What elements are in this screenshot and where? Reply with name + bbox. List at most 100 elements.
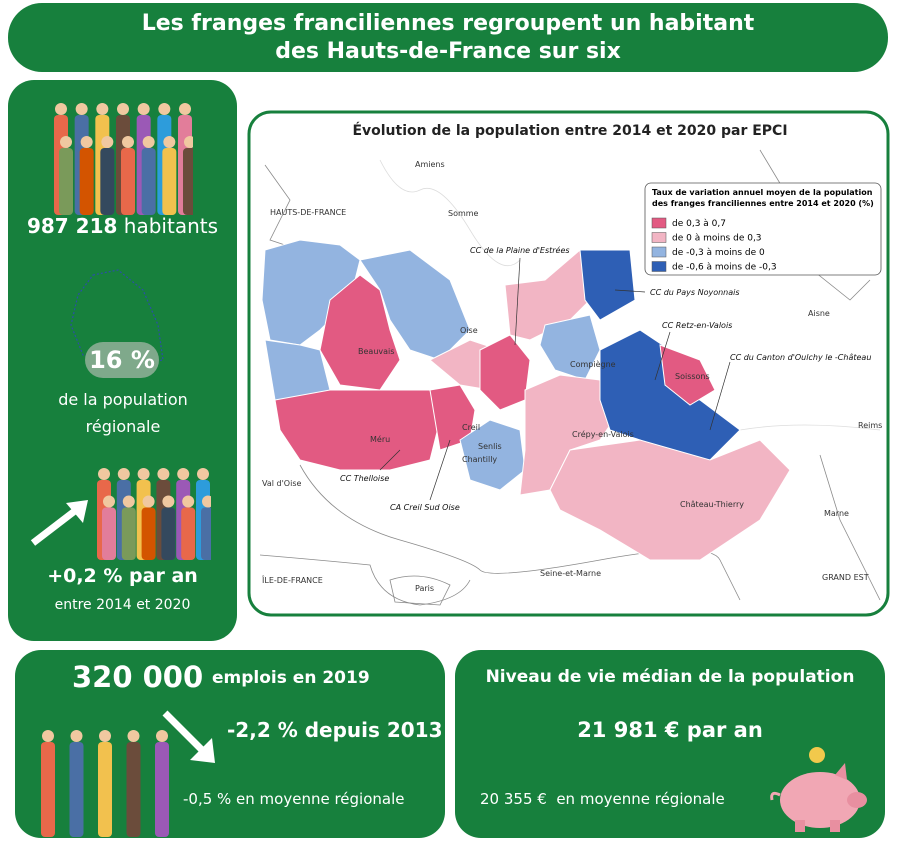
epci-region (659, 344, 716, 406)
person-body (41, 742, 55, 837)
person-head (157, 468, 170, 480)
person-head (142, 136, 155, 148)
place-label: HAUTS-DE-FRANCE (270, 208, 346, 217)
person-body (141, 148, 156, 215)
growth-arrow (30, 500, 88, 546)
road (379, 159, 521, 266)
place-label: Amiens (415, 160, 445, 169)
population-line: 987 218 habitants (8, 214, 237, 238)
person-body (121, 507, 136, 560)
person-head (179, 103, 191, 115)
epci-regions (261, 239, 791, 561)
legend-swatch (651, 261, 667, 272)
person-body (161, 507, 176, 560)
place-label: Senlis (478, 442, 502, 451)
callout-line (709, 361, 731, 431)
person-body (102, 507, 116, 560)
income-value: 21 981 € par an (577, 718, 763, 742)
place-label: Beauvais (358, 347, 394, 356)
callout-label: CC du Canton d'Oulchy le -Château (730, 353, 871, 362)
jobs-count: 320 000 (72, 660, 204, 694)
person-body (79, 148, 94, 215)
callout-lines (379, 257, 731, 501)
place-label: Aisne (808, 309, 830, 318)
place-label: Creil (462, 423, 480, 432)
share-caption: de la population régionale (58, 390, 188, 436)
person-body (126, 742, 141, 837)
callout-label: CA Creil Sud Oise (390, 503, 460, 512)
person-head (42, 730, 54, 742)
place-label: Seine-et-Marne (540, 569, 601, 578)
place-label: Crépy-en-Valois (572, 429, 634, 439)
legend-swatch (651, 246, 667, 258)
person-head (55, 103, 67, 115)
callout-label: CC de la Plaine d'Estrées (470, 245, 570, 255)
place-labels: Amiens HAUTS-DE-FRANCE Somme Oise Aisne Beauv… (261, 160, 882, 593)
boundary (259, 554, 471, 606)
person-head (156, 730, 168, 742)
place-label: Val d'Oise (262, 479, 301, 488)
epci-region (319, 274, 401, 391)
epci-region (504, 249, 591, 341)
person-body (162, 148, 177, 215)
income-regional: 20 355 € en moyenne régionale (480, 790, 725, 808)
legend-title: des franges franciliennes entre 2014 et … (652, 199, 874, 208)
person-head (70, 730, 83, 742)
person-head (184, 136, 193, 148)
boundary (819, 454, 881, 601)
callout-line (514, 257, 521, 346)
piggy-body (780, 772, 860, 828)
title-banner: Les franges franciliennes regroupent un … (8, 3, 888, 72)
person-body (141, 507, 156, 560)
paris-boundary (389, 575, 451, 606)
epci-region (579, 249, 636, 321)
callout-label: CC du Pays Noyonnais (650, 288, 740, 297)
person-body (181, 507, 196, 560)
person-head (202, 495, 211, 508)
person-head (103, 495, 115, 508)
jobs-regional: -0,5 % en moyenne régionale (183, 790, 405, 808)
person-head (182, 495, 195, 508)
person-head (177, 468, 190, 480)
legend-label: de -0,6 à moins de -0,3 (672, 263, 777, 273)
legend-box (644, 182, 882, 276)
region-outline (70, 269, 164, 366)
person-head (197, 468, 209, 480)
growth-period: entre 2014 et 2020 (54, 597, 191, 613)
epci-region (549, 439, 791, 561)
place-label: Paris (415, 584, 434, 593)
place-label: ÎLE-DE-FRANCE (261, 574, 323, 585)
epci-region (429, 384, 476, 451)
person-body (183, 148, 193, 215)
legend-swatch (651, 232, 667, 243)
population-unit: habitants (123, 214, 219, 238)
person-head (122, 136, 134, 148)
decline-arrow (162, 710, 215, 763)
person-head (162, 495, 175, 508)
person-head (127, 730, 140, 742)
person-body (201, 507, 211, 560)
epci-region (274, 389, 441, 471)
piggy-snout (847, 792, 867, 808)
place-label: Soissons (675, 372, 710, 381)
person-head (101, 136, 114, 148)
piggy-leg (795, 820, 805, 832)
jobs-caption: emplois en 2019 (212, 668, 370, 688)
piggy-ear (835, 763, 847, 780)
legend: de 0,3 à 0,7 de 0 à moins de 0,3 de -0,3 à… (651, 217, 777, 273)
population-panel: 987 218 habitants 16 % de la population … (8, 80, 237, 641)
title-line: des Hauts-de-France sur six (275, 38, 621, 64)
person-head (98, 468, 110, 480)
crowd-illustration (97, 468, 211, 560)
person-head (137, 103, 150, 115)
population-count: 987 218 (26, 214, 118, 238)
arrow-shaft (30, 504, 83, 546)
arrow-shaft (162, 710, 205, 753)
income-panel: Niveau de vie médian de la population 21… (455, 650, 885, 838)
callout-line (379, 449, 401, 471)
map-title: Évolution de la population entre 2014 et… (352, 122, 787, 139)
person-head (96, 103, 109, 115)
place-label: Somme (448, 209, 479, 218)
place-label: Oise (460, 326, 478, 335)
